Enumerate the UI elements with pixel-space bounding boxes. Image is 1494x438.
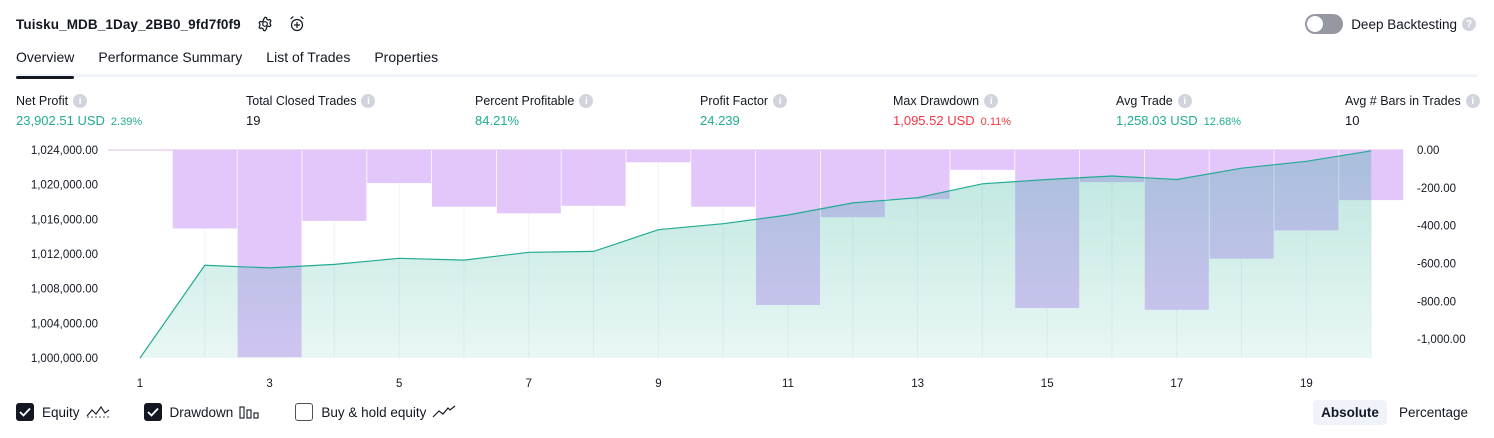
tab-properties[interactable]: Properties — [374, 49, 439, 65]
right-axis-tick-label: -400.00 — [1417, 221, 1456, 233]
metric-label: Net Profit — [16, 94, 69, 108]
report-header: Tuisku_MDB_1Day_2BB0_9fd7f0f9 — [16, 14, 307, 34]
left-axis-tick-label: 1,016,000.00 — [31, 214, 98, 226]
drawdown-checkbox[interactable] — [143, 403, 162, 421]
equity-line-icon — [86, 405, 110, 419]
metric-value: 19 — [246, 113, 261, 128]
left-axis-tick-label: 1,020,000.00 — [31, 180, 98, 192]
tab-list-of-trades[interactable]: List of Trades — [266, 49, 351, 65]
chart-legend: Equity Drawdown Buy & hold equity — [16, 403, 490, 421]
x-axis-tick-label: 1 — [137, 378, 143, 390]
x-axis-tick-label: 11 — [782, 378, 794, 390]
right-axis-tick-label: -600.00 — [1417, 258, 1456, 270]
metric-label: Avg Trade — [1116, 94, 1173, 108]
buy-hold-equity-label: Buy & hold equity — [321, 404, 427, 420]
left-axis-tick-label: 1,024,000.00 — [31, 145, 98, 157]
help-icon[interactable]: ? — [1462, 17, 1476, 31]
tab-overview[interactable]: Overview — [16, 47, 75, 79]
left-axis-tick-label: 1,012,000.00 — [31, 249, 98, 261]
equity-toggle[interactable]: Equity — [16, 403, 110, 421]
metric-avg-bars-in-trades: Avg # Bars in Trades i 10 — [1345, 93, 1480, 128]
metric-value: 1,258.03 USD — [1116, 113, 1198, 128]
drawdown-label: Drawdown — [169, 404, 234, 420]
info-icon[interactable]: i — [579, 94, 594, 108]
left-axis-tick-label: 1,000,000.00 — [31, 353, 98, 365]
drawdown-bar — [496, 150, 561, 214]
drawdown-bar — [885, 150, 950, 200]
x-axis-tick-label: 7 — [526, 378, 532, 390]
metric-percent: 12.68% — [1203, 116, 1241, 128]
left-axis-tick-label: 1,008,000.00 — [31, 284, 98, 296]
settings-icon[interactable] — [255, 14, 275, 34]
metric-label: Total Closed Trades — [246, 94, 357, 108]
x-axis-tick-label: 5 — [396, 378, 402, 390]
scale-mode-switch: Absolute Percentage — [1309, 400, 1476, 425]
buy-hold-line-icon — [432, 405, 456, 419]
metric-value: 10 — [1345, 113, 1360, 128]
info-icon[interactable]: i — [361, 94, 376, 108]
x-axis-tick-label: 9 — [655, 378, 661, 390]
info-icon[interactable]: i — [773, 94, 788, 108]
x-axis-tick-label: 15 — [1041, 378, 1054, 390]
metric-value: 23,902.51 USD — [16, 113, 105, 128]
drawdown-bar — [367, 150, 432, 184]
metric-label: Profit Factor — [700, 94, 769, 108]
x-axis-tick-label: 13 — [911, 378, 924, 390]
drawdown-bar — [691, 150, 756, 207]
equity-series — [139, 150, 1372, 359]
x-axis-tick-label: 3 — [266, 378, 272, 390]
metric-max-drawdown: Max Drawdown i 1,095.52 USD 0.11% — [893, 93, 1011, 128]
drawdown-bars-icon — [239, 405, 261, 419]
buy-hold-equity-toggle[interactable]: Buy & hold equity — [295, 403, 456, 421]
right-axis-tick-label: -1,000.00 — [1417, 334, 1466, 346]
chart-axes: 1,024,000.00 1,020,000.00 1,016,000.00 1,01… — [31, 145, 1466, 390]
absolute-mode-button[interactable]: Absolute — [1313, 400, 1387, 425]
metric-label: Avg # Bars in Trades — [1345, 94, 1461, 108]
left-axis-tick-label: 1,004,000.00 — [31, 318, 98, 330]
drawdown-bar — [432, 150, 496, 207]
right-axis-tick-label: -800.00 — [1417, 296, 1456, 308]
report-tabs: Overview Performance Summary List of Tra… — [16, 47, 1478, 79]
metric-label: Percent Profitable — [475, 94, 575, 108]
equity-area — [140, 150, 1372, 358]
metric-percent: 2.39% — [110, 116, 143, 128]
buy-hold-equity-checkbox[interactable] — [295, 403, 314, 421]
deep-backtesting: Deep Backtesting ? — [1305, 14, 1476, 34]
tab-performance-summary[interactable]: Performance Summary — [98, 49, 243, 65]
toggle-knob — [1307, 16, 1324, 32]
equity-drawdown-chart[interactable]: 1,024,000.00 1,020,000.00 1,016,000.00 1,01… — [0, 136, 1494, 398]
metric-label: Max Drawdown — [893, 94, 980, 108]
percentage-mode-button[interactable]: Percentage — [1398, 405, 1468, 420]
equity-label: Equity — [42, 404, 80, 420]
right-axis-tick-label: -200.00 — [1417, 183, 1456, 195]
info-icon[interactable]: i — [1177, 94, 1192, 108]
info-icon[interactable]: i — [73, 94, 88, 108]
deep-backtesting-label: Deep Backtesting — [1351, 16, 1457, 32]
right-axis-tick-label: 0.00 — [1417, 145, 1439, 157]
drawdown-bar — [302, 150, 367, 221]
metric-net-profit: Net Profit i 23,902.51 USD 2.39% — [16, 93, 142, 128]
equity-checkbox[interactable] — [16, 403, 34, 421]
metric-percent: 0.11% — [980, 116, 1012, 128]
metric-value: 84.21% — [475, 113, 520, 128]
drawdown-bar — [561, 150, 626, 206]
x-axis-tick-label: 19 — [1300, 378, 1313, 390]
metric-value: 24.239 — [700, 113, 740, 128]
metric-total-closed-trades: Total Closed Trades i 19 — [246, 93, 376, 128]
x-axis-tick-label: 17 — [1170, 378, 1183, 390]
equity-line — [139, 150, 1372, 359]
drawdown-bar — [172, 150, 237, 229]
info-icon[interactable]: i — [1465, 94, 1480, 108]
info-icon[interactable]: i — [984, 94, 999, 108]
deep-backtesting-toggle[interactable] — [1305, 14, 1344, 34]
drawdown-bar — [626, 150, 691, 163]
alarm-add-icon[interactable] — [287, 14, 307, 34]
metric-profit-factor: Profit Factor i 24.239 — [700, 93, 788, 128]
metric-value: 1,095.52 USD — [893, 113, 975, 128]
drawdown-bar — [950, 150, 1015, 170]
metric-avg-trade: Avg Trade i 1,258.03 USD 12.68% — [1116, 93, 1241, 128]
strategy-name: Tuisku_MDB_1Day_2BB0_9fd7f0f9 — [16, 16, 241, 32]
metric-percent-profitable: Percent Profitable i 84.21% — [475, 93, 594, 128]
drawdown-toggle[interactable]: Drawdown — [143, 403, 262, 421]
